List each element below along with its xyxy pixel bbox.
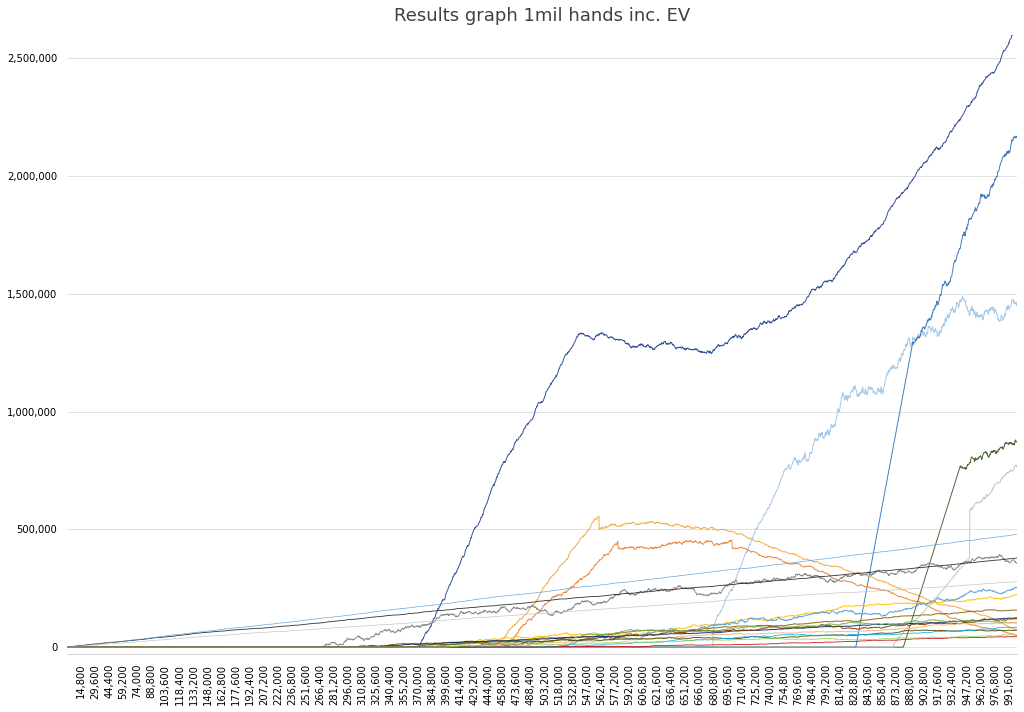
Title: Results graph 1mil hands inc. EV: Results graph 1mil hands inc. EV <box>394 7 690 25</box>
